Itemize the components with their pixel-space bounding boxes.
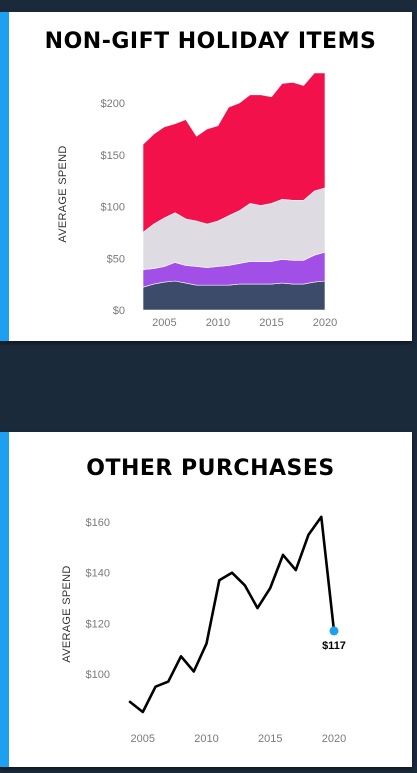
chart-card-other-purchases: OTHER PURCHASES $117 $100 $120 $140 $160 2005… <box>0 432 412 767</box>
chart-title: OTHER PURCHASES <box>86 456 335 481</box>
x-tick-label: 2010 <box>194 733 218 745</box>
series-line <box>128 515 336 714</box>
y-tick-label: $0 <box>113 305 125 317</box>
line-chart: $117 $100 $120 $140 $160 2005 2010 2015 2020 AVER… <box>61 515 346 745</box>
y-tick-label: $100 <box>86 669 110 681</box>
x-tick-label: 2015 <box>258 733 282 745</box>
chart-title: NON-GIFT HOLIDAY ITEMS <box>44 29 377 54</box>
x-tick-label: 2010 <box>206 317 230 329</box>
y-tick-label: $50 <box>107 253 125 265</box>
y-axis-label: AVERAGE SPEND <box>57 145 69 242</box>
x-tick-label: 2015 <box>259 317 283 329</box>
chart-card-non-gift: NON-GIFT HOLIDAY ITEMS $0 $50 $100 $150 $200… <box>0 12 412 341</box>
x-tick-label: 2020 <box>322 733 346 745</box>
accent-bar <box>0 432 9 767</box>
area-series-4 <box>142 72 326 234</box>
y-axis-label: AVERAGE SPEND <box>61 565 73 662</box>
y-tick-label: $160 <box>86 517 110 529</box>
end-point-marker <box>329 626 339 636</box>
x-tick-label: 2020 <box>313 317 337 329</box>
y-tick-label: $120 <box>86 618 110 630</box>
end-value-label: $117 <box>322 640 346 652</box>
area-series-1 <box>142 280 326 311</box>
x-tick-label: 2005 <box>152 317 176 329</box>
area-chart: $0 $50 $100 $150 $200 2005 2010 2015 2020 AVERAGE… <box>57 72 337 329</box>
y-tick-label: $200 <box>101 98 125 110</box>
x-tick-label: 2005 <box>131 733 155 745</box>
y-tick-label: $100 <box>101 202 125 214</box>
accent-bar <box>0 12 9 341</box>
y-tick-label: $150 <box>101 150 125 162</box>
y-tick-label: $140 <box>86 568 110 580</box>
